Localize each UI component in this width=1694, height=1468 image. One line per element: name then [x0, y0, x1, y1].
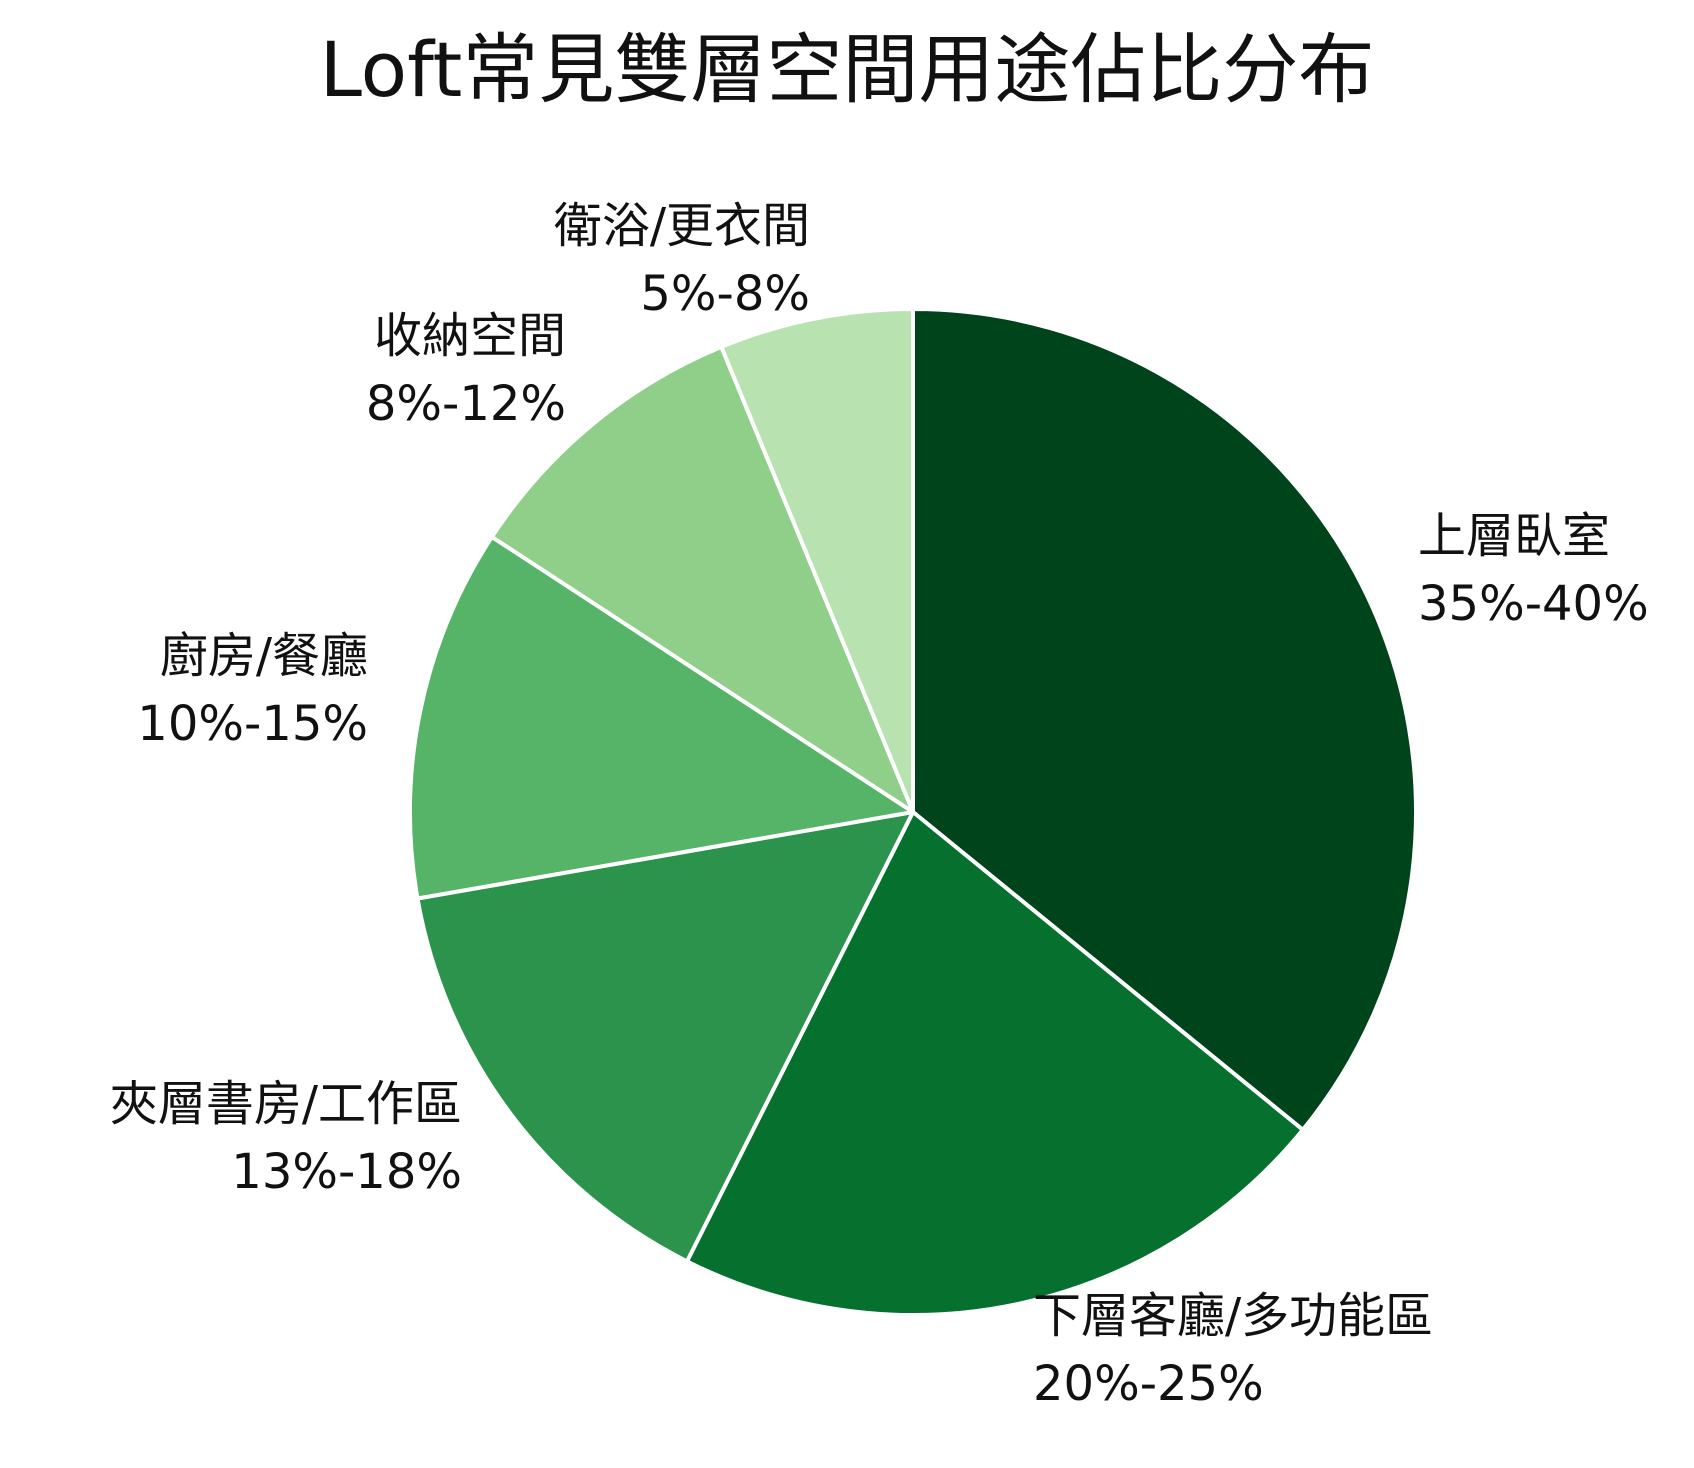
pie-slice-6 [719, 307, 915, 814]
slice-label-4: 廚房/餐廳 [160, 628, 368, 684]
slice-range-1: 35%-40% [1418, 576, 1649, 632]
pie-slice-5 [489, 344, 915, 814]
pie-slice-2 [685, 810, 1305, 1317]
slice-label-6: 衛浴/更衣間 [554, 198, 810, 254]
slice-range-2: 20%-25% [1033, 1356, 1264, 1412]
slice-range-3: 13%-18% [231, 1144, 462, 1200]
slice-label-3: 夾層書房/工作區 [110, 1076, 462, 1132]
slice-label-1: 上層臥室 [1418, 508, 1610, 564]
pie-slices [408, 307, 1418, 1317]
chart-title: Loft常見雙層空間用途佔比分布 [319, 25, 1375, 114]
pie-slice-1 [911, 307, 1418, 1132]
slice-range-4: 10%-15% [137, 696, 368, 752]
pie-slice-4 [408, 534, 915, 901]
slice-range-6: 5%-8% [640, 266, 810, 322]
slice-range-5: 8%-12% [366, 376, 566, 432]
slice-label-2: 下層客廳/多功能區 [1033, 1288, 1433, 1344]
slice-label-5: 收納空間 [374, 308, 566, 364]
pie-slice-3 [415, 810, 915, 1264]
slice-labels: 上層臥室 35%-40% 下層客廳/多功能區 20%-25% 夾層書房/工作區 13%-1… [110, 198, 1649, 1412]
